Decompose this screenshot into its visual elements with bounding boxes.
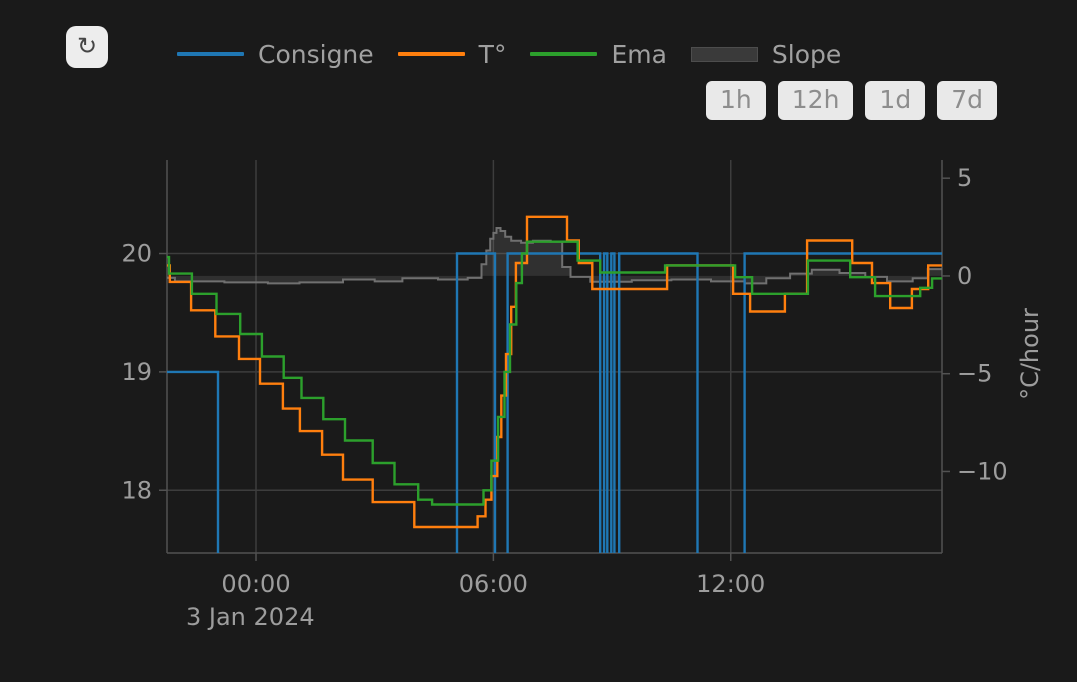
legend-swatch-ema xyxy=(530,52,598,56)
series-slope-line xyxy=(167,227,942,285)
right-axis-tick-label: 0 xyxy=(957,262,972,290)
refresh-button[interactable]: ↻ xyxy=(66,26,108,68)
range-button-7d[interactable]: 7d xyxy=(937,81,997,120)
right-axis-tick-label: −5 xyxy=(957,360,992,388)
legend-item-ema[interactable]: Ema xyxy=(530,39,667,69)
legend-label-temperature: T° xyxy=(478,39,507,69)
legend-label-consigne: Consigne xyxy=(258,39,374,69)
legend-label-ema: Ema xyxy=(611,39,667,69)
right-axis-title: °C/hour xyxy=(1016,308,1044,400)
series-consigne-line xyxy=(167,252,942,553)
refresh-icon: ↻ xyxy=(76,33,98,60)
right-axis-tick-label: 5 xyxy=(957,164,972,192)
range-button-1d[interactable]: 1d xyxy=(865,81,926,120)
legend-swatch-consigne xyxy=(177,52,244,56)
axes: 18 19 20 5 0 −5 −10 00:00 06:00 12:00 xyxy=(121,160,1008,598)
right-axis-tick-label: −10 xyxy=(957,457,1008,485)
x-axis-date-label: 3 Jan 2024 xyxy=(186,603,315,631)
range-button-1h[interactable]: 1h xyxy=(706,81,766,120)
legend-item-consigne[interactable]: Consigne xyxy=(177,40,374,69)
legend-label-slope: Slope xyxy=(771,39,842,69)
left-axis-tick-label: 20 xyxy=(121,240,152,268)
series-t-line xyxy=(167,215,942,529)
series-ema-line xyxy=(167,240,942,506)
legend-swatch-temperature xyxy=(397,52,465,56)
legend-swatch-slope xyxy=(690,46,758,62)
legend-item-temperature[interactable]: T° xyxy=(397,39,507,69)
x-axis-tick-label: 00:00 xyxy=(221,570,290,598)
x-axis-tick-label: 12:00 xyxy=(696,570,765,598)
chart-legend: Consigne T° Ema Slope xyxy=(177,39,841,69)
x-axis-tick-label: 06:00 xyxy=(459,570,528,598)
time-range-buttons: 1h 12h 1d 7d xyxy=(706,81,997,120)
series-layer xyxy=(167,215,942,553)
legend-item-slope[interactable]: Slope xyxy=(690,39,842,69)
range-button-12h[interactable]: 12h xyxy=(777,81,854,120)
left-axis-tick-label: 19 xyxy=(121,358,152,386)
series-slope-fill xyxy=(167,228,942,284)
left-axis-tick-label: 18 xyxy=(121,476,152,504)
